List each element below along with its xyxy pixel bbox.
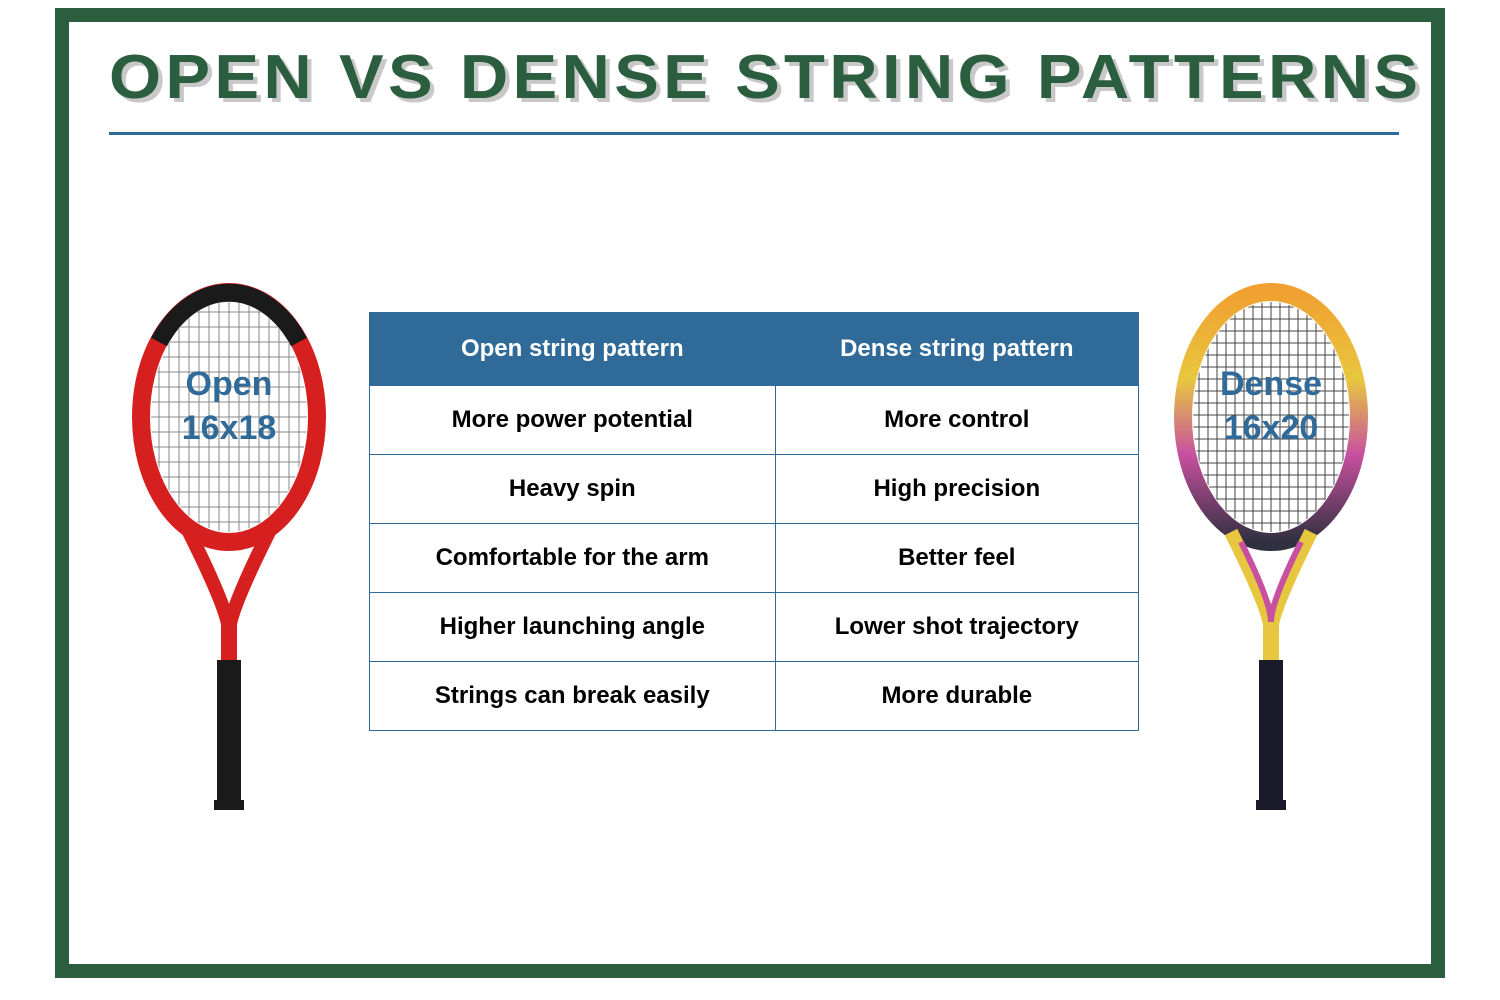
open-racket-label: Open 16x18 [129, 362, 329, 450]
dense-racket: Dense 16x20 [1171, 282, 1371, 812]
table-row: More power potential More control [370, 386, 1139, 455]
comparison-table: Open string pattern Dense string pattern… [369, 312, 1139, 731]
cell-dense: More durable [775, 662, 1138, 731]
cell-dense: Lower shot trajectory [775, 593, 1138, 662]
open-label-line2: 16x18 [129, 406, 329, 450]
cell-dense: More control [775, 386, 1138, 455]
cell-open: Comfortable for the arm [370, 524, 776, 593]
cell-open: More power potential [370, 386, 776, 455]
col-dense-header: Dense string pattern [775, 313, 1138, 386]
open-racket: Open 16x18 [129, 282, 329, 812]
cell-dense: High precision [775, 455, 1138, 524]
content-area: Open 16x18 [69, 282, 1431, 842]
table-header-row: Open string pattern Dense string pattern [370, 313, 1139, 386]
col-open-header: Open string pattern [370, 313, 776, 386]
table-row: Higher launching angle Lower shot trajec… [370, 593, 1139, 662]
table-row: Heavy spin High precision [370, 455, 1139, 524]
table-row: Comfortable for the arm Better feel [370, 524, 1139, 593]
cell-dense: Better feel [775, 524, 1138, 593]
open-label-line1: Open [129, 362, 329, 406]
table-row: Strings can break easily More durable [370, 662, 1139, 731]
dense-label-line2: 16x20 [1171, 406, 1371, 450]
dense-label-line1: Dense [1171, 362, 1371, 406]
infographic-frame: OPEN VS DENSE STRING PATTERNS [55, 8, 1445, 978]
cell-open: Higher launching angle [370, 593, 776, 662]
cell-open: Heavy spin [370, 455, 776, 524]
main-title: OPEN VS DENSE STRING PATTERNS [109, 42, 1422, 113]
cell-open: Strings can break easily [370, 662, 776, 731]
dense-racket-label: Dense 16x20 [1171, 362, 1371, 450]
title-underline [109, 132, 1399, 135]
